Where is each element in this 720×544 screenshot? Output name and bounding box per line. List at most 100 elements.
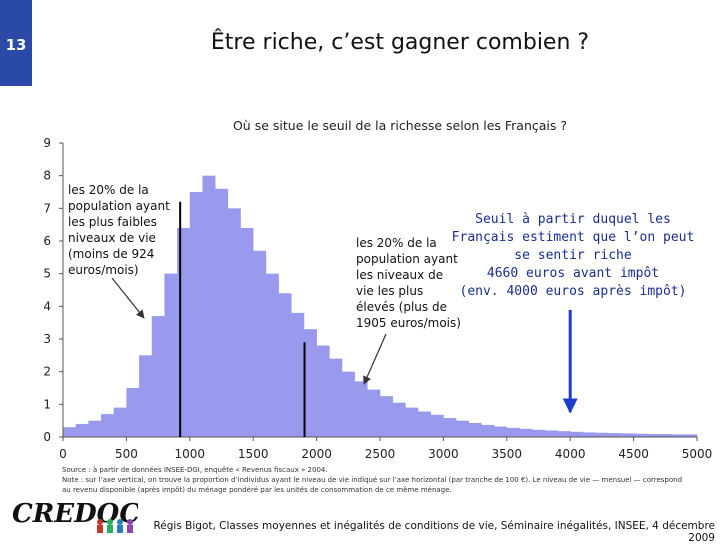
histogram-bar bbox=[215, 188, 229, 437]
y-tick-label: 3 bbox=[43, 332, 51, 346]
x-tick-label: 3500 bbox=[492, 447, 523, 461]
y-tick-label: 9 bbox=[43, 136, 51, 150]
x-tick-label: 3000 bbox=[428, 447, 459, 461]
histogram-bar bbox=[278, 293, 292, 437]
x-tick-label: 4500 bbox=[618, 447, 649, 461]
histogram-bar bbox=[202, 175, 216, 437]
callout-left-line: population ayant bbox=[68, 199, 170, 213]
histogram-bar bbox=[532, 429, 546, 437]
y-tick-label: 4 bbox=[43, 299, 51, 313]
histogram-bar bbox=[88, 420, 102, 437]
histogram-bar bbox=[481, 424, 495, 437]
callout-left-line: les plus faibles bbox=[68, 215, 157, 229]
y-tick-label: 8 bbox=[43, 169, 51, 183]
x-tick-label: 5000 bbox=[682, 447, 713, 461]
histogram-bar bbox=[354, 381, 368, 437]
x-tick-label: 1000 bbox=[175, 447, 206, 461]
histogram-bar bbox=[671, 434, 685, 437]
histogram-bar bbox=[405, 407, 419, 437]
histogram-bar bbox=[392, 402, 406, 437]
x-tick-label: 4000 bbox=[555, 447, 586, 461]
histogram-bar bbox=[418, 411, 432, 437]
histogram-bar bbox=[544, 430, 558, 437]
source-note: Source : à partir de données INSEE-DGI, … bbox=[62, 465, 702, 495]
histogram-bar bbox=[139, 355, 153, 437]
y-tick-label: 1 bbox=[43, 397, 51, 411]
histogram-bar bbox=[468, 422, 482, 437]
histogram-bar bbox=[101, 414, 115, 437]
histogram-bar bbox=[506, 427, 520, 437]
callout-right-line: 1905 euros/mois) bbox=[356, 316, 461, 330]
histogram-bar bbox=[151, 316, 165, 437]
x-tick-label: 1500 bbox=[238, 447, 269, 461]
histogram-bar bbox=[608, 433, 622, 437]
histogram-bar bbox=[557, 431, 571, 437]
histogram-bar bbox=[595, 432, 609, 437]
credoc-logo: CREDOC bbox=[8, 492, 140, 536]
histogram-bar bbox=[620, 433, 634, 437]
histogram-bar bbox=[341, 371, 355, 437]
source-line: au revenu disponible (après impôt) du mé… bbox=[62, 486, 452, 494]
chart-title: Où se situe le seuil de la richesse selo… bbox=[232, 118, 568, 133]
y-tick-label: 7 bbox=[43, 201, 51, 215]
callout-left-line: niveaux de vie bbox=[68, 231, 156, 245]
histogram-bar bbox=[367, 389, 381, 437]
histogram-bar bbox=[519, 428, 533, 437]
histogram-bar bbox=[113, 407, 127, 437]
histogram-bar bbox=[240, 227, 254, 437]
credoc-logo-graphic: CREDOC bbox=[12, 499, 140, 533]
x-tick-label: 0 bbox=[59, 447, 67, 461]
histogram-bar bbox=[126, 388, 140, 437]
callout-left-line: euros/mois) bbox=[68, 263, 139, 277]
callout-lowest-20: les 20% de la population ayant les plus … bbox=[68, 182, 170, 278]
richness-threshold-note: Seuil à partir duquel les Français estim… bbox=[451, 212, 695, 299]
callout-right-line: élevés (plus de bbox=[356, 300, 447, 314]
histogram-bar bbox=[164, 273, 178, 437]
people-figures-icon bbox=[97, 519, 133, 533]
histogram-bar bbox=[646, 434, 660, 437]
page-title: Être riche, c’est gagner combien ? bbox=[210, 30, 590, 55]
x-tick-label: 500 bbox=[115, 447, 138, 461]
callout-right-line: vie les plus bbox=[356, 284, 424, 298]
histogram-bar bbox=[189, 192, 203, 437]
callout-arrow-right bbox=[363, 333, 387, 385]
slide-number: 13 bbox=[0, 0, 32, 86]
y-tick-label: 2 bbox=[43, 365, 51, 379]
source-line: Source : à partir de données INSEE-DGI, … bbox=[62, 466, 328, 474]
y-tick-label: 6 bbox=[43, 234, 51, 248]
histogram-bar bbox=[430, 414, 444, 437]
histogram-bar bbox=[329, 358, 343, 437]
histogram-bar bbox=[227, 208, 241, 437]
x-tick-label: 2000 bbox=[301, 447, 332, 461]
histogram-bar bbox=[494, 426, 508, 437]
histogram-bar bbox=[570, 431, 584, 437]
callout-right-line: population ayant bbox=[356, 252, 458, 266]
histogram-bar bbox=[253, 250, 267, 437]
callout-right-line: les 20% de la bbox=[356, 236, 437, 250]
histogram-bar bbox=[633, 433, 647, 437]
x-tick-label: 2500 bbox=[365, 447, 396, 461]
footer-citation: Régis Bigot, Classes moyennes et inégali… bbox=[153, 520, 715, 544]
histogram-bar bbox=[658, 434, 672, 437]
histogram-bar bbox=[316, 345, 330, 437]
callout-left-line: (moins de 924 bbox=[68, 247, 155, 261]
callout-arrow-left bbox=[111, 277, 145, 319]
histogram-bar bbox=[443, 418, 457, 437]
callout-left-line: les 20% de la bbox=[68, 183, 149, 197]
histogram-bar bbox=[684, 434, 698, 437]
histogram-bar bbox=[456, 420, 470, 437]
histogram-bar bbox=[177, 227, 191, 437]
histogram-bar bbox=[582, 432, 596, 437]
source-line: Note : sur l’axe vertical, on trouve la … bbox=[62, 476, 683, 484]
histogram-bar bbox=[265, 273, 279, 437]
callout-right-line: les niveaux de bbox=[356, 268, 444, 282]
histogram-bar bbox=[63, 427, 76, 437]
y-tick-label: 5 bbox=[43, 267, 51, 281]
histogram-bar bbox=[303, 329, 317, 437]
callout-highest-20: les 20% de la population ayant les nivea… bbox=[356, 235, 461, 331]
histogram-bar bbox=[75, 423, 89, 437]
y-tick-label: 0 bbox=[43, 430, 51, 444]
histogram-bar bbox=[291, 312, 305, 437]
histogram-bar bbox=[380, 396, 393, 437]
